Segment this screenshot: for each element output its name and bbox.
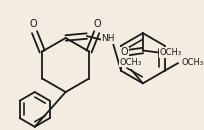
Text: O: O bbox=[30, 20, 37, 30]
Text: OCH₃: OCH₃ bbox=[119, 58, 141, 67]
Text: NH: NH bbox=[101, 34, 115, 43]
Text: OCH₃: OCH₃ bbox=[160, 48, 182, 57]
Text: O: O bbox=[121, 47, 128, 57]
Text: OCH₃: OCH₃ bbox=[182, 58, 204, 67]
Text: O: O bbox=[94, 20, 102, 30]
